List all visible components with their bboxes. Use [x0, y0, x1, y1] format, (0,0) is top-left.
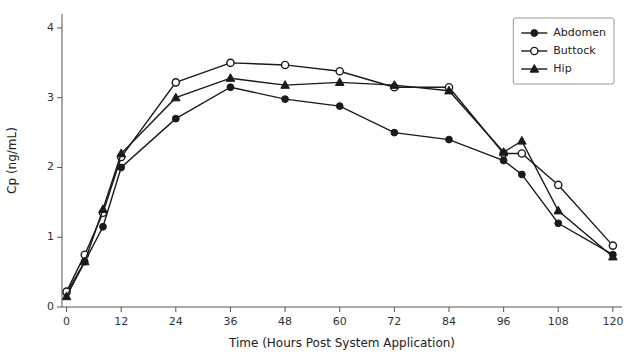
- point: [446, 136, 453, 143]
- x-tick-label: 12: [114, 315, 128, 328]
- point: [80, 257, 89, 265]
- x-tick-label: 24: [169, 315, 183, 328]
- y-axis-label: Cp (ng/mL): [5, 127, 19, 194]
- y-tick: [57, 307, 62, 308]
- point: [117, 149, 126, 157]
- y-tick: [57, 237, 62, 238]
- legend-box: [513, 18, 614, 84]
- x-tick: [339, 307, 340, 312]
- series-line: [67, 87, 613, 293]
- series: [63, 59, 617, 295]
- series: [62, 74, 617, 300]
- legend-marker: [530, 65, 539, 73]
- series: [63, 84, 616, 297]
- point: [227, 84, 234, 91]
- point: [554, 206, 563, 214]
- point: [518, 136, 527, 144]
- point: [172, 79, 179, 86]
- x-tick-label: 108: [548, 315, 569, 328]
- point: [391, 129, 398, 136]
- point: [335, 78, 344, 86]
- y-axis-line: [62, 14, 63, 307]
- point: [390, 81, 399, 89]
- x-tick: [285, 307, 286, 312]
- x-tick-label: 60: [333, 315, 347, 328]
- legend-label: Hip: [553, 62, 571, 75]
- legend-marker: [531, 30, 538, 37]
- point: [500, 157, 507, 164]
- x-tick: [230, 307, 231, 312]
- point: [555, 181, 562, 188]
- y-tick: [57, 27, 62, 28]
- legend-marker: [531, 47, 538, 54]
- y-tick-label: 2: [47, 160, 54, 173]
- point: [281, 61, 288, 68]
- legend: Abdomen Buttock Hip: [513, 18, 614, 84]
- point: [445, 86, 454, 94]
- y-tick-label: 4: [47, 21, 54, 34]
- point: [62, 292, 71, 300]
- x-tick-label: 36: [223, 315, 237, 328]
- point: [282, 96, 289, 103]
- point: [227, 59, 234, 66]
- y-tick-label: 1: [47, 230, 54, 243]
- x-tick: [448, 307, 449, 312]
- x-tick: [66, 307, 67, 312]
- point: [518, 150, 525, 157]
- x-tick: [394, 307, 395, 312]
- series-line: [67, 63, 613, 292]
- point: [336, 103, 343, 110]
- x-tick-label: 48: [278, 315, 292, 328]
- point: [281, 81, 290, 89]
- chart: 0123401224364860728496108120Time (Hours …: [0, 0, 640, 359]
- point: [172, 93, 181, 101]
- x-tick-label: 84: [442, 315, 456, 328]
- point: [518, 171, 525, 178]
- y-tick-label: 3: [47, 91, 54, 104]
- point: [609, 242, 616, 249]
- x-tick-label: 0: [63, 315, 70, 328]
- legend-label: Abdomen: [553, 26, 606, 39]
- point: [499, 148, 508, 156]
- point: [226, 74, 235, 82]
- y-tick-label: 0: [47, 300, 54, 313]
- point: [555, 220, 562, 227]
- x-tick-label: 72: [387, 315, 401, 328]
- x-tick: [612, 307, 613, 312]
- x-tick-label: 120: [602, 315, 623, 328]
- x-tick: [558, 307, 559, 312]
- series-line: [67, 78, 613, 296]
- y-tick: [57, 97, 62, 98]
- x-axis-line: [62, 307, 622, 308]
- x-tick: [175, 307, 176, 312]
- point: [336, 68, 343, 75]
- plot-area: [62, 59, 617, 299]
- point: [609, 252, 618, 260]
- x-tick-label: 96: [497, 315, 511, 328]
- axes: 0123401224364860728496108120: [47, 14, 623, 328]
- x-tick: [503, 307, 504, 312]
- point: [99, 205, 108, 213]
- point: [172, 115, 179, 122]
- legend-label: Buttock: [553, 44, 596, 57]
- x-axis-label: Time (Hours Post System Application): [228, 336, 455, 350]
- y-tick: [57, 167, 62, 168]
- x-tick: [121, 307, 122, 312]
- point: [100, 223, 107, 230]
